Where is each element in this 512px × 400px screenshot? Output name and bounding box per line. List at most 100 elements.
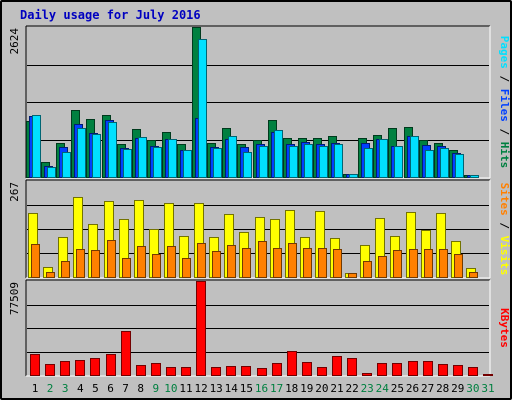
bar-sites-day-22	[348, 273, 357, 278]
bar-kbytes-day-23	[362, 373, 372, 376]
series-label-part: Sites	[498, 183, 511, 216]
bar-pages-day-25	[394, 146, 403, 178]
bar-pages-day-10	[168, 139, 177, 178]
day-label-12: 12	[194, 382, 207, 395]
bar-sites-day-15	[242, 248, 251, 278]
bar-kbytes-day-17	[272, 363, 282, 376]
ymax-label: 2624	[8, 28, 21, 55]
series-pages	[32, 39, 479, 178]
bar-kbytes-day-20	[317, 367, 327, 376]
bar-sites-day-18	[288, 243, 297, 278]
bar-sites-day-7	[122, 258, 131, 278]
bar-sites-day-27	[424, 249, 433, 278]
bar-sites-day-26	[409, 249, 418, 278]
day-label-7: 7	[122, 382, 129, 395]
bar-kbytes-day-13	[211, 367, 221, 376]
bar-kbytes-day-15	[241, 366, 251, 376]
bar-kbytes-day-26	[408, 361, 418, 376]
series-label-part: /	[498, 216, 511, 236]
bar-pages-day-2	[47, 167, 56, 178]
bar-pages-day-22	[349, 174, 358, 178]
series-label: Pages / Files / Hits	[498, 36, 511, 169]
series-label-part: Visits	[498, 236, 511, 276]
bar-pages-day-14	[228, 136, 237, 178]
bar-sites-day-29	[454, 254, 463, 278]
bar-pages-day-20	[319, 146, 328, 178]
day-label-14: 14	[225, 382, 239, 395]
day-label-2: 2	[47, 382, 54, 395]
bar-pages-day-5	[92, 134, 101, 178]
series-label-part: Files	[498, 89, 511, 122]
day-label-18: 18	[285, 382, 298, 395]
bar-sites-day-12	[197, 243, 206, 278]
bar-kbytes-day-22	[347, 358, 357, 376]
bar-pages-day-3	[62, 152, 71, 178]
day-label-17: 17	[270, 382, 283, 395]
day-label-30: 30	[466, 382, 479, 395]
bar-kbytes-day-24	[377, 363, 387, 376]
bar-pages-day-13	[213, 148, 222, 178]
bar-kbytes-day-8	[136, 365, 146, 376]
day-label-11: 11	[179, 382, 192, 395]
bar-kbytes-day-30	[468, 367, 478, 376]
bar-kbytes-day-4	[75, 360, 85, 376]
series-label: Sites / Visits	[498, 183, 511, 276]
bar-sites-day-19	[303, 248, 312, 278]
bar-sites-day-8	[137, 246, 146, 278]
bar-pages-day-19	[304, 144, 313, 178]
bar-sites-day-11	[182, 258, 191, 278]
bar-kbytes-day-31	[483, 374, 493, 376]
bar-kbytes-day-16	[257, 368, 267, 376]
day-label-4: 4	[77, 382, 84, 395]
bar-kbytes-day-29	[453, 365, 463, 376]
bar-kbytes-day-2	[45, 364, 55, 376]
bar-kbytes-day-18	[287, 351, 297, 376]
bar-sites-day-23	[363, 261, 372, 278]
bar-sites-day-25	[393, 250, 402, 278]
panels-group: 2624 Pages / Files / Hits 267 Sites / Visit…	[8, 25, 511, 377]
series-label-part: KBytes	[498, 308, 511, 348]
bar-pages-day-8	[138, 137, 147, 178]
day-label-3: 3	[62, 382, 69, 395]
bar-kbytes-day-9	[151, 363, 161, 376]
day-label-9: 9	[152, 382, 159, 395]
ymax-label: 267	[8, 182, 21, 202]
bar-pages-day-12	[198, 39, 207, 178]
bar-pages-day-11	[183, 150, 192, 178]
bar-pages-day-26	[410, 136, 419, 178]
day-label-28: 28	[436, 382, 449, 395]
bar-kbytes-day-6	[106, 354, 116, 376]
bar-pages-day-24	[379, 139, 388, 178]
bar-sites-day-6	[107, 240, 116, 278]
day-label-6: 6	[107, 382, 114, 395]
day-label-27: 27	[421, 382, 434, 395]
panel-kbytes: 77509 KBytes	[8, 279, 511, 377]
bar-sites-day-13	[212, 251, 221, 278]
bar-pages-day-27	[425, 150, 434, 178]
bar-sites-day-2	[46, 272, 55, 278]
bar-pages-day-1	[32, 115, 41, 178]
day-label-22: 22	[345, 382, 358, 395]
bar-sites-day-3	[61, 261, 70, 278]
bar-kbytes-day-14	[226, 366, 236, 376]
day-label-29: 29	[451, 382, 464, 395]
day-label-15: 15	[240, 382, 253, 395]
series-label-part: /	[498, 69, 511, 89]
day-label-8: 8	[137, 382, 144, 395]
bar-kbytes-day-7	[121, 331, 131, 376]
day-label-25: 25	[391, 382, 404, 395]
day-label-24: 24	[376, 382, 390, 395]
bar-kbytes-day-12	[196, 281, 206, 376]
bar-kbytes-day-28	[438, 364, 448, 376]
bar-pages-day-23	[364, 148, 373, 178]
bar-pages-day-9	[153, 147, 162, 178]
day-labels-group: 1 2 3 4 5 6 7 8 9 10 11 12 13 14 15 16 17 18 19 20 21 22 23 24 2…	[32, 382, 495, 395]
bar-pages-day-18	[289, 146, 298, 178]
bar-sites-day-5	[91, 250, 100, 278]
day-label-13: 13	[210, 382, 223, 395]
bar-sites-day-9	[152, 254, 161, 278]
series-label-part: /	[498, 122, 511, 142]
bar-kbytes-day-25	[392, 363, 402, 376]
bar-kbytes-day-5	[90, 358, 100, 376]
